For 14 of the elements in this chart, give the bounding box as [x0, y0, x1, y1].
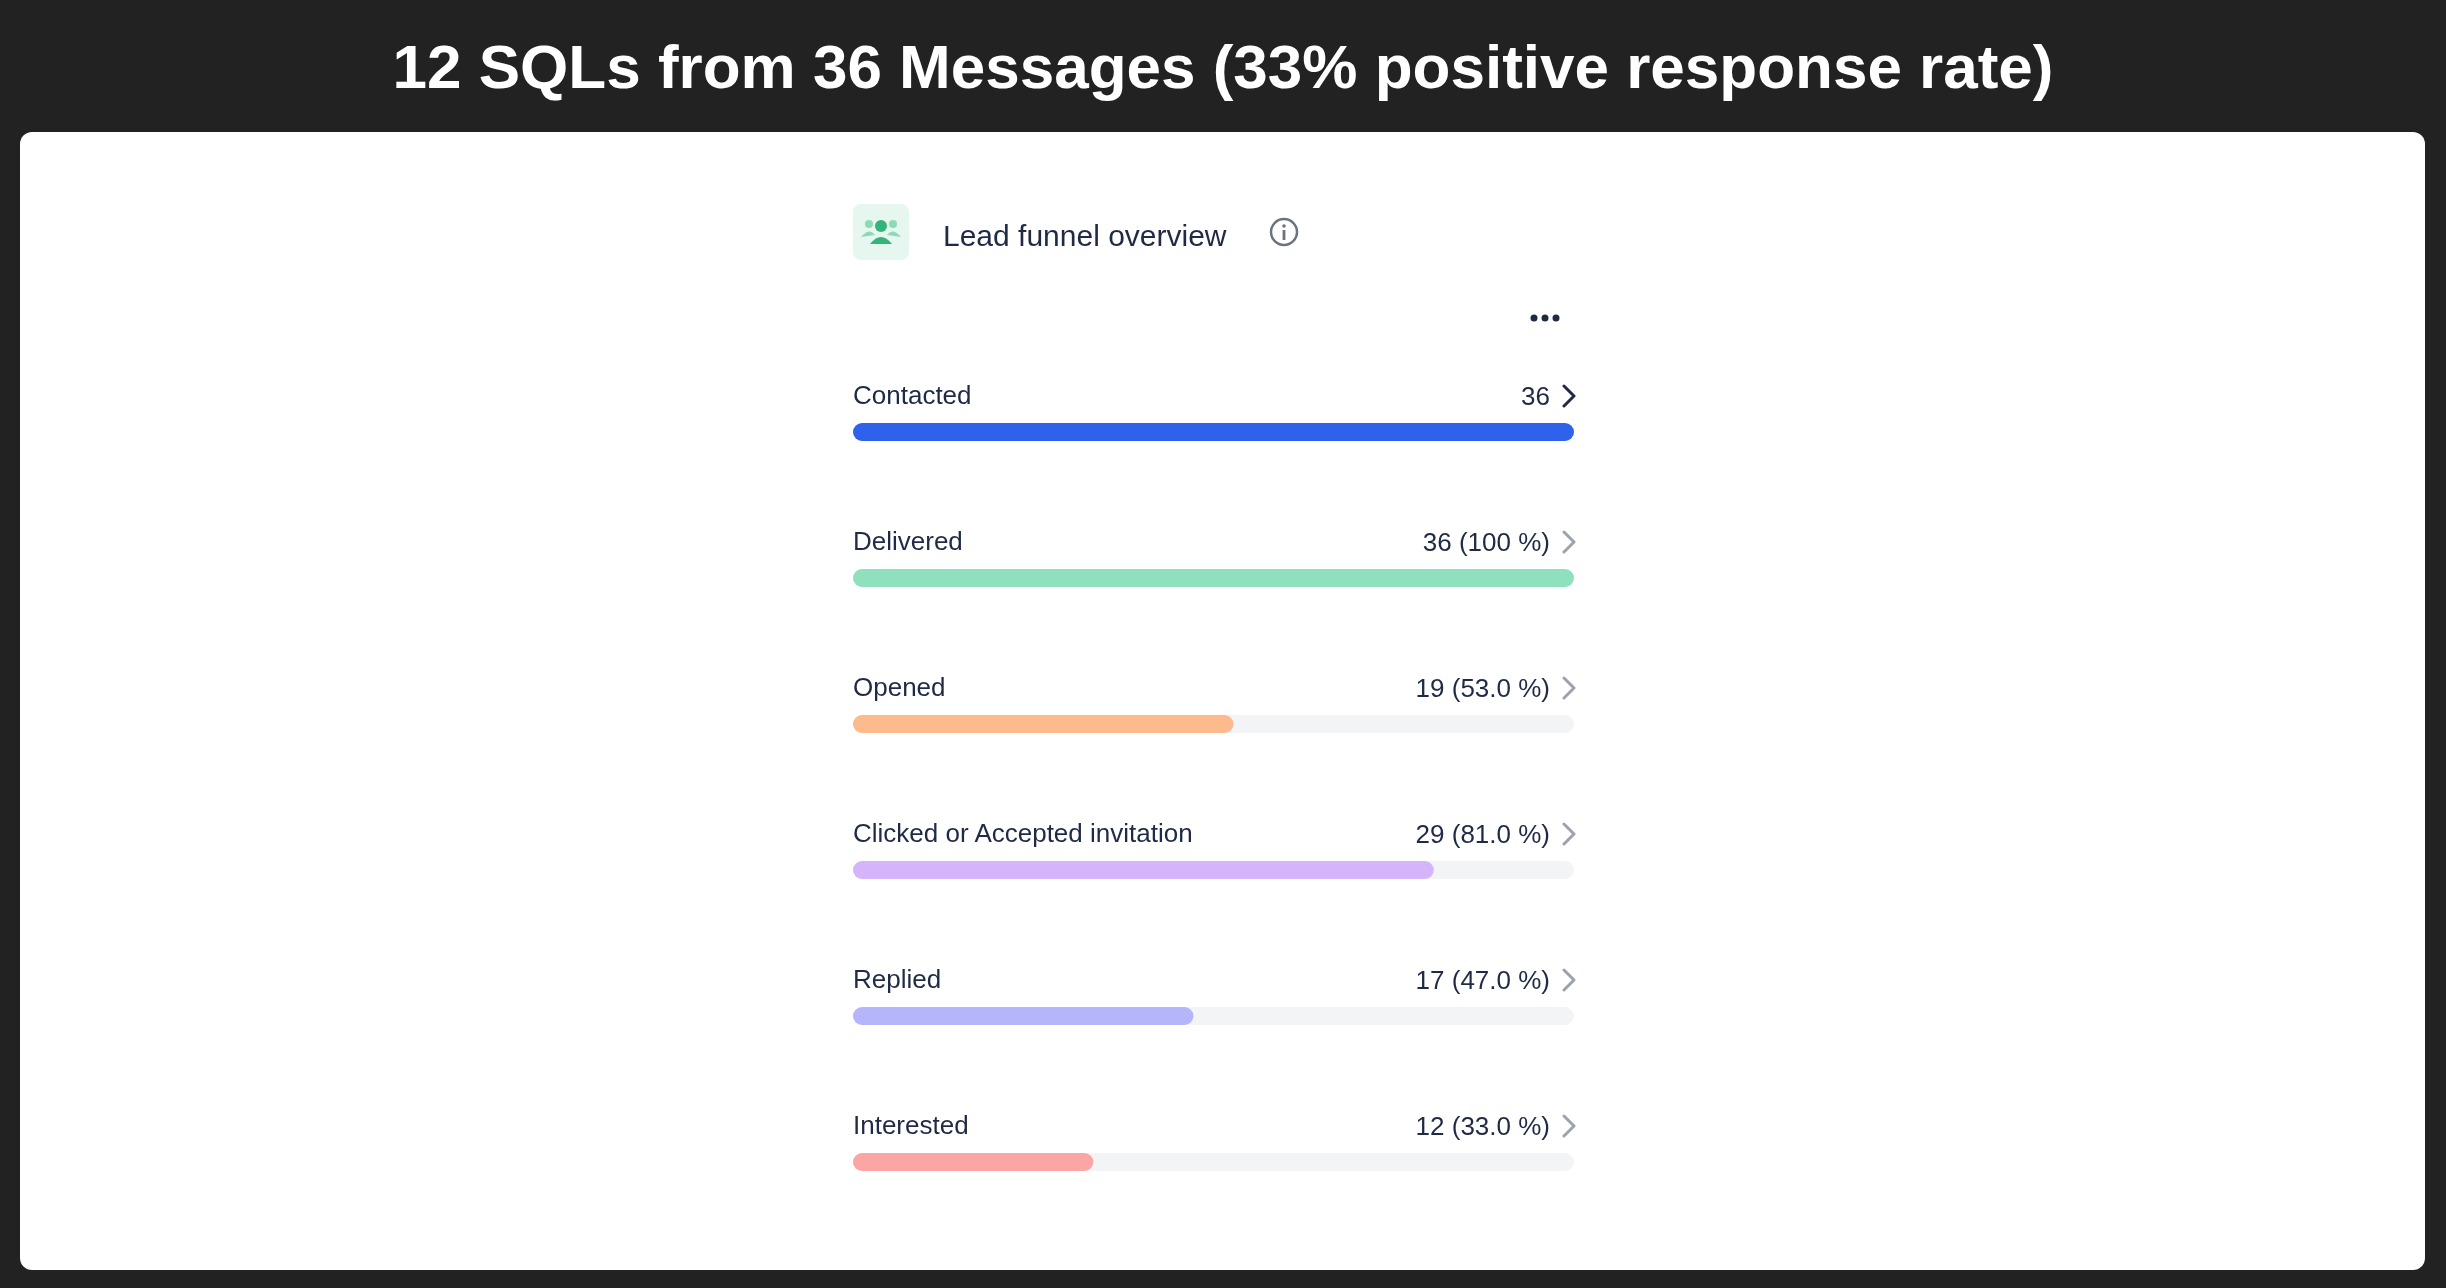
- y-tick-label: Delivered: [853, 526, 963, 556]
- chart-subtitle: Lead funnel overview: [943, 218, 1227, 252]
- data-label: 36: [1521, 381, 1550, 411]
- y-tick-label: Opened: [853, 672, 946, 702]
- y-tick-label: Contacted: [853, 380, 972, 410]
- y-tick-label: Replied: [853, 964, 942, 994]
- y-tick-label: Interested: [853, 1110, 969, 1140]
- data-label: 17 (47.0 %): [1415, 965, 1550, 995]
- data-label: 36 (100 %): [1422, 527, 1550, 557]
- chart-title: 12 SQLs from 36 Messages (33% positive response rate): [392, 31, 2054, 101]
- data-label: 12 (33.0 %): [1415, 1111, 1550, 1141]
- y-tick-label: Clicked or Accepted invitation: [853, 818, 1193, 848]
- data-label: 19 (53.0 %): [1415, 673, 1550, 703]
- data-label: 29 (81.0 %): [1415, 819, 1550, 849]
